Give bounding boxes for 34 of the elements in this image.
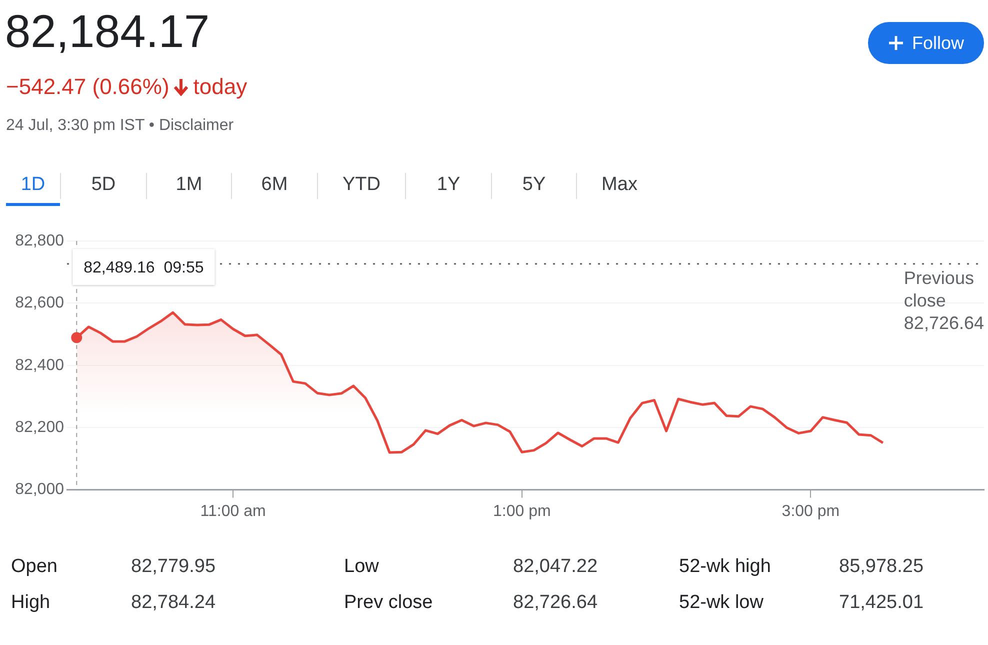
- annotation: 82,489.16 09:55: [84, 259, 204, 276]
- x-tick-label: 1:00 pm: [492, 502, 551, 520]
- text: 82,779.95: [131, 556, 216, 578]
- text: 71,425.01: [839, 592, 924, 614]
- text: Follow: [912, 32, 964, 54]
- text: Max: [600, 173, 638, 197]
- text: Prev close: [344, 592, 433, 614]
- text: 5D: [90, 173, 117, 197]
- text: 1M: [174, 173, 204, 197]
- y-tick-label: 82,400: [15, 356, 64, 374]
- y-tick-label: 82,800: [15, 232, 64, 250]
- text: 1D: [6, 170, 60, 206]
- text: 5Y: [521, 173, 547, 197]
- y-tick-label: 82,200: [15, 419, 64, 436]
- chart-title: 82,184.17: [5, 4, 210, 58]
- text: 85,978.25: [839, 556, 924, 578]
- text: 52-wk low: [679, 592, 764, 614]
- text: 52-wk high: [679, 556, 771, 578]
- ref-line-label: Previous close 82,726.64: [904, 268, 984, 333]
- y-tick-label: 82,600: [15, 294, 64, 312]
- text: 6M: [260, 173, 289, 197]
- x-tick-label: 11:00 am: [200, 502, 266, 520]
- text: 82,047.22: [513, 556, 598, 578]
- chart-subtitle: −542.47 (0.66%) today: [6, 74, 248, 100]
- x-tick-label: 3:00 pm: [782, 502, 840, 520]
- y-tick-label: 82,000: [15, 481, 64, 498]
- text: YTD: [342, 173, 382, 197]
- text: Low: [344, 556, 379, 578]
- text: High: [11, 592, 50, 614]
- text: Open: [11, 556, 58, 578]
- text: 1Y: [436, 173, 462, 197]
- text: 24 Jul, 3:30 pm IST • Disclaimer: [6, 117, 234, 135]
- text: 82,784.24: [131, 592, 216, 614]
- text: 82,726.64: [513, 592, 598, 614]
